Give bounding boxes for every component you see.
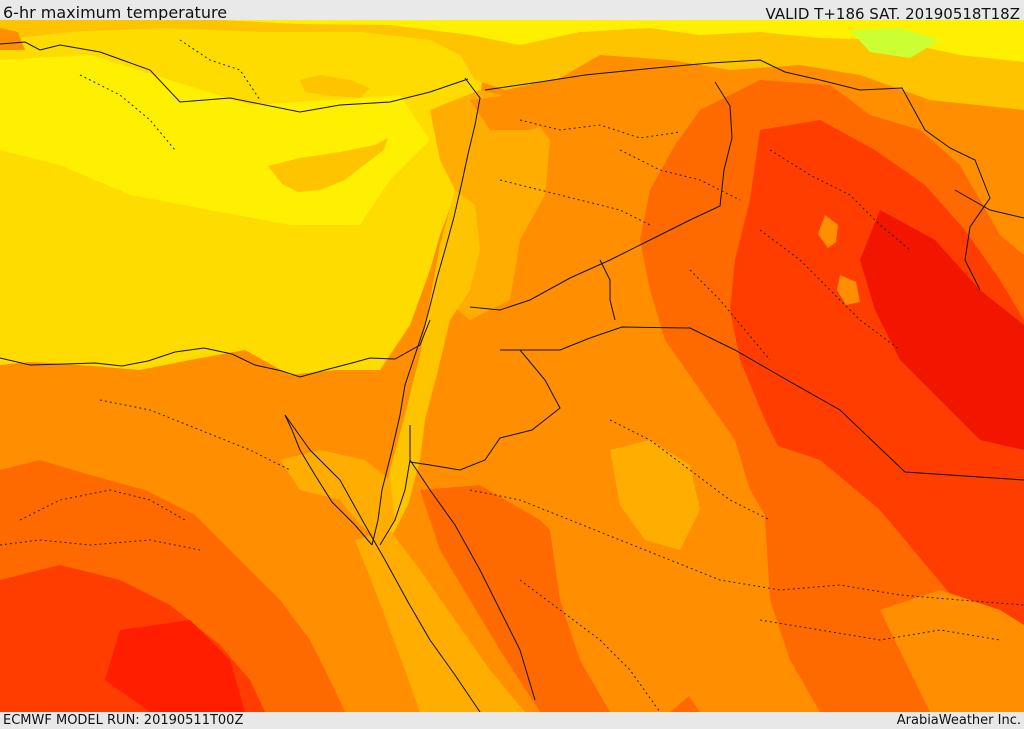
central-arabia-orange — [550, 435, 760, 712]
gulf-of-aqaba — [379, 425, 411, 546]
north-africa-coastline — [0, 319, 431, 378]
dotted-border-5 — [619, 149, 741, 201]
levant-coastline — [371, 77, 481, 546]
northern-highlands — [0, 20, 1024, 62]
west-corner-warm — [0, 28, 25, 50]
turkey-coastline — [0, 41, 469, 113]
dotted-border-8 — [689, 269, 771, 361]
temperature-map — [0, 20, 1024, 712]
syria-iraq-turkey-border — [484, 59, 991, 291]
jordan-iraq-border — [599, 259, 616, 321]
model-run: ECMWF MODEL RUN: 20190511T00Z — [3, 713, 244, 728]
cyprus — [268, 138, 388, 192]
dotted-border-15 — [759, 619, 1001, 641]
dotted-border-10 — [19, 489, 186, 521]
coastal-gold-strip — [380, 190, 480, 540]
map-title: 6-hr maximum temperature — [3, 3, 228, 22]
dotted-border-14 — [519, 579, 661, 712]
gulf-of-suez-west — [284, 414, 373, 546]
sinai-warm-zone — [280, 450, 395, 540]
temperature-map-svg — [0, 20, 1024, 712]
syria-iraq-border — [469, 81, 733, 311]
dotted-border-2 — [179, 39, 261, 101]
red-sea-west-coast — [284, 414, 481, 712]
southern-iraq-hot-red — [860, 210, 1024, 450]
hijaz-plateau — [610, 440, 700, 550]
dotted-border-12 — [469, 489, 1024, 606]
country-borders — [0, 41, 1024, 712]
dotted-border-6 — [769, 149, 911, 251]
southeast-corner-orange — [880, 590, 1024, 712]
province-borders — [0, 39, 1024, 712]
red-sea-east-coast — [409, 459, 536, 701]
green-cool-spot — [850, 28, 940, 58]
dotted-border-3 — [519, 119, 681, 139]
lake-warm-spot-1 — [818, 215, 838, 248]
map-header: 6-hr maximum temperature VALID T+186 SAT… — [0, 0, 1024, 23]
valid-time: VALID T+186 SAT. 20190518T18Z — [765, 5, 1020, 23]
lake-warm-spot-2 — [837, 275, 860, 305]
nile-valley-hot-spot — [105, 620, 245, 712]
red-sea-amber — [355, 530, 525, 712]
dotted-border-11 — [0, 539, 201, 551]
northern-coast-gold — [0, 20, 1024, 110]
iran-border-north — [954, 189, 1024, 219]
saudi-iraq-border — [500, 326, 1024, 481]
jordan-saudi-border — [409, 349, 561, 471]
credit: ArabiaWeather Inc. — [896, 713, 1021, 728]
cyprus-north-warm — [300, 75, 370, 98]
map-footer: ECMWF MODEL RUN: 20190511T00Z ArabiaWeat… — [0, 712, 1024, 729]
dotted-border-7 — [759, 229, 901, 351]
